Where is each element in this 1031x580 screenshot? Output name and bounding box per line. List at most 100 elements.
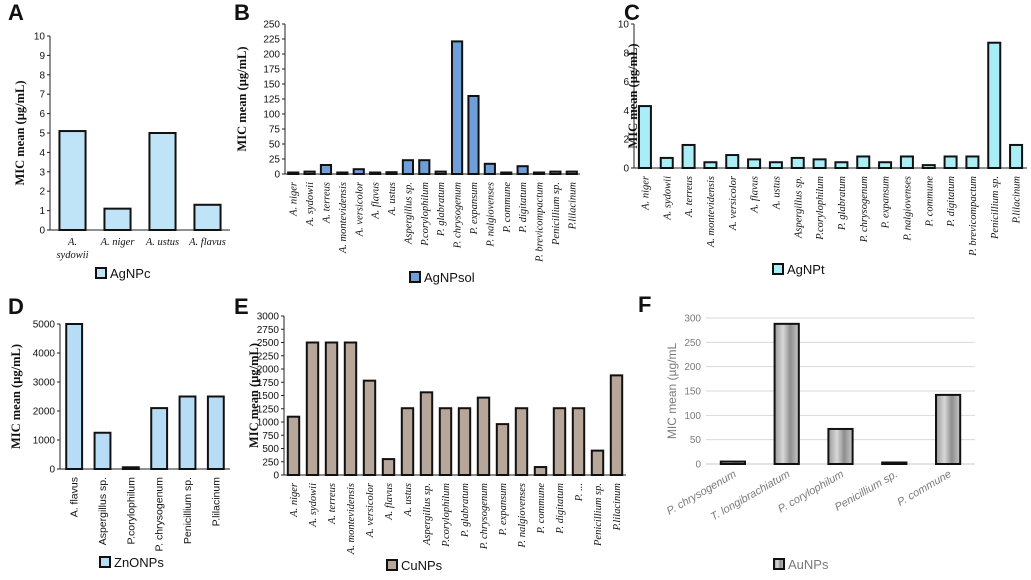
y-tick-label: 100 [263,110,280,121]
bar [434,170,447,176]
bar [768,161,783,170]
x-tick-label: A. niger [289,181,300,217]
y-tick-label: 150 [263,80,280,91]
x-tick-label: A. versicolor [728,175,739,231]
x-tick-label: A. terreus [327,483,338,525]
panel-label: D [8,294,24,319]
y-tick-label: 250 [263,20,280,31]
bar [514,407,529,476]
bar [193,203,222,231]
bar [401,159,414,175]
bar [1009,143,1024,170]
x-tick-label: P.lilacinum [567,182,578,231]
x-tick-label: A. versicolor [365,482,376,538]
bar [965,155,980,169]
legend-label: CuNPs [401,558,443,573]
panel-b: B 0 25 50 75 100 125 150 175 200 225 250 MIC mean (µ… [234,0,580,285]
x-tick-label: P.lilacinum [612,483,623,532]
y-tick-label: 5000 [33,320,56,331]
x-tick-label: P. chrysogenum [859,176,870,244]
y-axis-label: MIC mean (µg/mL) [626,43,640,148]
bar [438,407,453,476]
y-tick-label: 0 [274,170,280,181]
x-tick-label: A. niger [100,237,136,248]
bar [725,154,740,169]
bar [305,341,320,476]
bar [921,164,936,169]
y-tick-label: 6 [623,77,629,88]
bar [319,164,333,175]
y-tick-label: 125 [263,95,280,106]
bar [103,207,132,232]
panel-label: C [624,0,640,25]
bar [565,170,578,176]
bar [881,461,908,465]
y-tick-label: 250 [684,338,701,349]
bar [703,161,718,170]
y-tick-label: 0 [273,471,279,482]
panel-label: E [234,294,249,319]
bar [150,407,169,471]
x-tick-label: P. ... [574,483,585,502]
bar [369,171,382,175]
x-tick-label: P. glabratum [460,483,471,538]
bar [324,341,339,476]
bar [495,423,510,476]
x-tick-label: P. commune [924,176,935,228]
bar [457,407,472,476]
y-tick-label: 2750 [257,325,280,336]
bar [533,466,548,476]
y-tick-label: 200 [263,50,280,61]
x-tick-label: A. sydowii [308,483,319,528]
y-tick-label: 0 [39,226,45,237]
x-tick-label: A. ustus [145,237,179,248]
x-tick-label: P. digitatum [946,176,957,228]
x-tick-label: A. flavus [69,477,81,517]
legend-swatch [95,267,107,279]
x-tick-label: P. chrysogenum [453,182,464,250]
y-tick-label: 8 [623,48,629,59]
y-tick-label: 2 [623,135,629,146]
y-tick-label: 200 [684,362,701,373]
bar [987,41,1002,169]
bar [719,460,747,466]
y-tick-label: 2500 [257,338,280,349]
y-tick-label: 300 [684,314,701,325]
x-tick-label: P. brevicompactum [968,176,979,257]
bar [659,156,674,169]
bar [381,458,396,477]
x-tick-label: A. niger [289,482,300,518]
y-tick-label: 3000 [33,378,56,389]
x-tick-label: P. brevicompactum [535,182,546,263]
y-tick-label: 2250 [257,351,280,362]
bar [899,155,914,169]
y-tick-label: 9 [39,51,45,62]
y-tick-label: 4000 [33,349,56,360]
x-tick-label: Penicillium sp. [593,483,604,547]
x-tick-label: P. digitatum [518,182,529,234]
x-tick-label: P. glabratum [837,176,848,231]
legend-swatch [99,556,111,568]
x-tick-label: P.corylophilum [815,176,826,241]
y-axis-label: MIC mean (µg/mL) [247,343,261,448]
bar [286,415,301,477]
x-tick-label: A. ustus [771,176,782,210]
bar [287,171,300,175]
x-tick-label: A. flavus [750,176,761,214]
bar [827,427,854,465]
x-tick-label: A. sydowii [305,182,316,227]
panel-c: C 0 2 4 6 8 10 MIC mean (µg/mL) A. niger A. sydow… [618,0,1027,277]
y-tick-label: 175 [263,65,280,76]
bar [878,161,893,170]
y-tick-label: 50 [269,140,281,151]
bar [418,159,431,175]
panel-label: F [638,292,651,317]
y-tick-label: 1000 [33,436,56,447]
bar [516,165,529,175]
x-tick-label: P. expansum [498,483,509,537]
y-tick-label: 150 [684,387,701,398]
x-tick-label: P. nalgiovenses [517,483,528,549]
x-tick-label: A. terreus [321,182,332,224]
y-tick-label: 2000 [33,407,56,418]
